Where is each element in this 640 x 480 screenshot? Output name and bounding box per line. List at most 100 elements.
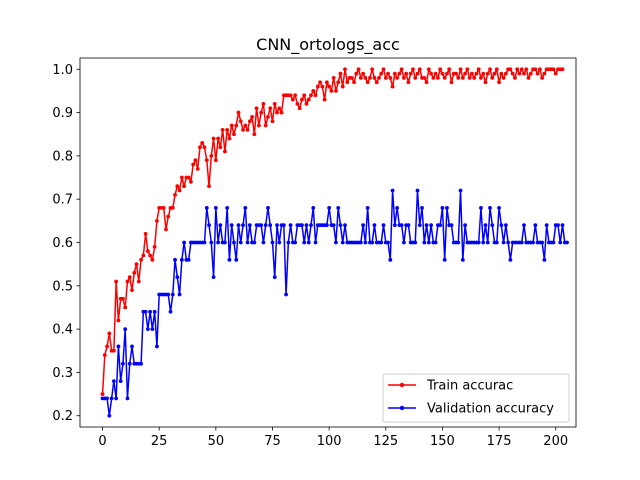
- point-validation: [544, 223, 549, 228]
- y-tick-label: 0.4: [52, 323, 73, 338]
- point-train: [211, 136, 216, 141]
- point-train: [202, 145, 207, 150]
- point-validation: [556, 223, 560, 228]
- point-train: [216, 136, 221, 141]
- point-train: [442, 76, 447, 80]
- point-train: [404, 71, 409, 76]
- point-train: [411, 67, 415, 72]
- point-train: [363, 76, 368, 80]
- point-validation: [270, 240, 275, 245]
- point-validation: [490, 223, 495, 228]
- point-validation: [560, 223, 565, 228]
- point-train: [127, 275, 132, 280]
- x-tick-label: 100: [317, 434, 342, 449]
- x-tick-label: 125: [373, 434, 398, 449]
- point-validation: [379, 240, 384, 245]
- point-train: [254, 106, 259, 111]
- point-validation: [565, 240, 569, 245]
- point-train: [494, 67, 499, 72]
- point-validation: [114, 396, 119, 401]
- point-validation: [168, 309, 173, 314]
- point-train: [379, 71, 384, 76]
- point-validation: [479, 205, 483, 210]
- point-validation: [422, 240, 427, 245]
- point-train: [368, 76, 372, 80]
- point-train: [345, 80, 350, 85]
- point-train: [263, 123, 268, 128]
- point-validation: [363, 240, 368, 245]
- point-validation: [506, 240, 511, 245]
- y-tick-label: 1.0: [52, 63, 73, 78]
- point-train: [392, 71, 397, 76]
- point-train: [365, 80, 370, 85]
- point-validation: [155, 344, 159, 349]
- point-train: [272, 102, 277, 106]
- point-train: [472, 76, 477, 80]
- point-validation: [225, 205, 230, 210]
- point-train: [485, 71, 490, 76]
- point-validation: [238, 240, 243, 245]
- point-train: [510, 71, 515, 76]
- point-train: [193, 158, 198, 163]
- point-train: [166, 214, 171, 219]
- point-validation: [216, 240, 221, 245]
- point-train: [515, 67, 520, 72]
- point-validation: [358, 240, 363, 245]
- point-validation: [476, 240, 481, 245]
- point-train: [148, 253, 153, 258]
- point-train: [261, 102, 266, 106]
- point-validation: [415, 188, 420, 193]
- point-validation: [268, 223, 273, 228]
- point-validation: [243, 205, 248, 210]
- point-validation: [304, 223, 309, 228]
- y-tick-label: 0.5: [52, 279, 73, 294]
- point-validation: [458, 188, 463, 193]
- point-validation: [440, 205, 445, 210]
- point-validation: [424, 223, 429, 228]
- point-train: [381, 67, 386, 72]
- point-train: [395, 76, 400, 80]
- point-train: [297, 106, 302, 111]
- point-train: [223, 149, 227, 154]
- point-validation: [223, 240, 227, 245]
- point-validation: [177, 292, 182, 297]
- point-train: [361, 71, 366, 76]
- point-train: [177, 188, 182, 193]
- point-validation: [150, 327, 155, 332]
- point-validation: [442, 257, 447, 262]
- point-train: [229, 123, 234, 128]
- point-validation: [234, 257, 239, 262]
- point-train: [279, 110, 284, 115]
- point-validation: [236, 223, 241, 228]
- point-validation: [186, 257, 191, 262]
- point-train: [417, 67, 422, 72]
- point-validation: [259, 223, 264, 228]
- point-train: [336, 80, 341, 85]
- point-train: [232, 132, 236, 137]
- point-train: [209, 153, 214, 158]
- point-validation: [166, 292, 171, 297]
- point-train: [535, 71, 540, 76]
- point-validation: [324, 223, 329, 228]
- point-validation: [313, 240, 318, 245]
- point-train: [343, 67, 347, 72]
- point-validation: [272, 275, 277, 280]
- point-validation: [327, 205, 332, 210]
- point-train: [533, 67, 538, 72]
- point-train: [526, 76, 531, 80]
- point-validation: [275, 223, 279, 228]
- point-train: [560, 67, 565, 72]
- point-validation: [143, 309, 148, 314]
- point-validation: [266, 205, 270, 210]
- point-validation: [245, 240, 250, 245]
- point-train: [136, 279, 141, 284]
- point-train: [179, 175, 184, 180]
- point-validation: [445, 205, 449, 210]
- point-validation: [218, 223, 223, 228]
- point-train: [275, 110, 279, 115]
- point-train: [551, 67, 556, 72]
- point-validation: [481, 240, 486, 245]
- point-validation: [152, 309, 157, 314]
- point-train: [377, 76, 381, 80]
- point-train: [408, 71, 413, 76]
